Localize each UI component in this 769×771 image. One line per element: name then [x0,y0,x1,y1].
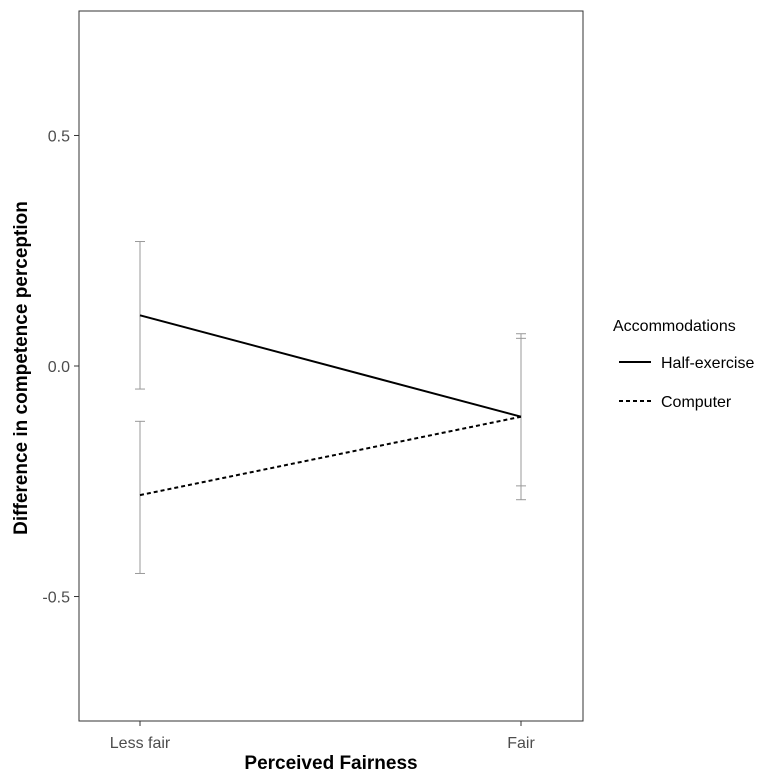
x-axis: Less fair Fair [110,721,535,752]
series-lines [139,314,522,497]
x-tick-label: Fair [507,735,535,752]
legend-label: Computer [661,394,732,411]
series-line-computer [139,415,522,497]
legend-item-computer: Computer [619,394,732,411]
y-tick-label: 0.0 [48,359,70,376]
legend: Accommodations Half-exercise Computer [613,318,754,411]
y-tick-label: 0.5 [48,128,70,145]
legend-items: Half-exercise Computer [619,355,754,411]
x-tick-label: Less fair [110,735,171,752]
legend-label: Half-exercise [661,355,754,372]
errorbar-computer-0 [135,420,145,574]
y-axis: 0.5 0.0 -0.5 [42,128,79,607]
y-tick-label: -0.5 [42,590,70,607]
legend-title: Accommodations [613,318,736,335]
x-axis-title: Perceived Fairness [244,753,417,771]
legend-item-half-exercise: Half-exercise [619,355,754,372]
y-axis-title: Difference in competence perception [11,201,32,535]
series-line-half-exercise [139,314,522,418]
